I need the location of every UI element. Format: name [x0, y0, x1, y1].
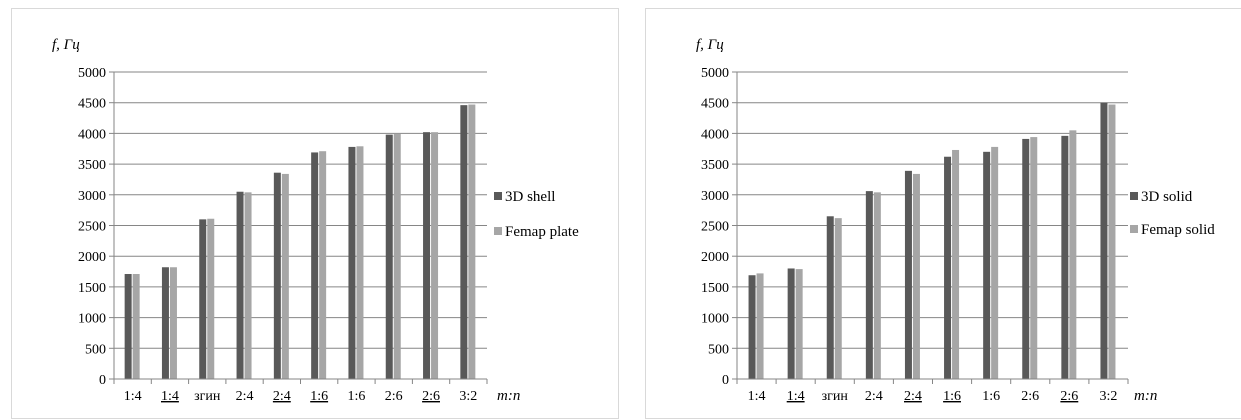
bar-1	[236, 191, 244, 379]
bar-1	[161, 267, 169, 379]
y-tick-label: 4500	[78, 97, 106, 112]
bar-2	[834, 218, 842, 379]
legend-swatch	[494, 192, 502, 200]
y-tick-label: 3500	[78, 158, 106, 173]
legend-label: 3D solid	[1141, 189, 1193, 205]
bar-1	[199, 219, 207, 379]
y-axis-label: f, Гц	[696, 37, 724, 53]
y-tick-label: 1500	[78, 281, 106, 296]
x-tick-label: 1:6	[943, 389, 961, 404]
bar-1	[983, 151, 991, 379]
x-tick-label: 2:4	[865, 389, 883, 404]
x-axis-label: m:n	[1134, 388, 1157, 404]
y-tick-label: 0	[99, 373, 106, 388]
y-tick-label: 4000	[78, 127, 106, 142]
bar-2	[1030, 137, 1038, 379]
bar-1	[273, 172, 281, 379]
y-tick-label: 2500	[701, 220, 729, 235]
legend-swatch	[1130, 192, 1138, 200]
x-tick-label: 2:4	[273, 389, 291, 404]
bar-1	[904, 170, 912, 379]
legend-label: 3D shell	[505, 189, 555, 205]
x-tick-label: 1:4	[124, 389, 142, 404]
bar-2	[393, 134, 401, 379]
y-tick-label: 4500	[701, 97, 729, 112]
bar-2	[319, 151, 327, 379]
x-tick-label: згин	[194, 389, 221, 404]
x-tick-label: 1:4	[748, 389, 766, 404]
y-tick-label: 5000	[701, 66, 729, 81]
chart-panel-left: f, Гц 0 500 1000 1500 2000 2500 3000 3500 4000 450…	[11, 8, 619, 419]
chart-left: f, Гц 0 500 1000 1500 2000 2500 3000 3500 4000 450…	[52, 37, 579, 404]
bar-1	[423, 132, 431, 379]
bar-1	[944, 156, 952, 379]
bar-1	[787, 268, 795, 379]
bar-1	[460, 105, 468, 379]
x-tick-label: 1:6	[348, 389, 366, 404]
x-tick-label: 2:4	[236, 389, 254, 404]
y-tick-label: 1000	[78, 312, 106, 327]
bar-2	[991, 146, 999, 379]
bar-1	[1061, 135, 1069, 379]
y-tick-label: 0	[722, 373, 729, 388]
bar-1	[348, 146, 356, 379]
x-tick-label: 1:6	[310, 389, 328, 404]
bar-2	[207, 218, 215, 379]
bar-2	[356, 146, 364, 379]
bar-2	[431, 132, 439, 379]
x-tick-label: 3:2	[459, 389, 477, 404]
bar-2	[1108, 104, 1116, 380]
x-tick-label: 2:4	[904, 389, 922, 404]
bar-2	[281, 173, 289, 379]
x-tick-label: 1:6	[982, 389, 1000, 404]
bar-1	[1022, 138, 1030, 379]
x-tick-label: 3:2	[1100, 389, 1118, 404]
x-tick-label: 2:6	[1021, 389, 1039, 404]
y-tick-label: 2500	[78, 220, 106, 235]
bar-2	[244, 192, 252, 379]
bar-1	[748, 275, 756, 379]
bar-2	[468, 104, 476, 380]
y-tick-label: 2000	[701, 250, 729, 265]
bar-1	[385, 134, 393, 379]
y-tick-label: 5000	[78, 66, 106, 81]
x-tick-label: 1:4	[161, 389, 179, 404]
bar-2	[132, 274, 140, 379]
y-axis-label: f, Гц	[52, 37, 80, 53]
y-tick-label: 3000	[701, 189, 729, 204]
bar-1	[865, 191, 873, 379]
y-tick-label: 500	[708, 342, 729, 357]
chart-panel-right: f, Гц 0 500 1000 1500 2000 2500 3000 3500 4000 450…	[645, 8, 1241, 419]
y-tick-label: 4000	[701, 127, 729, 142]
bar-1	[124, 274, 132, 379]
y-tick-label: 500	[85, 342, 106, 357]
bar-2	[756, 273, 764, 379]
x-tick-label: 2:6	[385, 389, 403, 404]
x-tick-label: 2:6	[422, 389, 440, 404]
y-tick-label: 3000	[78, 189, 106, 204]
chart-right: f, Гц 0 500 1000 1500 2000 2500 3000 3500 4000 450…	[696, 37, 1215, 404]
legend-swatch	[1130, 225, 1138, 233]
y-tick-label: 1000	[701, 312, 729, 327]
legend-label: Femap solid	[1141, 222, 1215, 238]
y-tick-label: 2000	[78, 250, 106, 265]
bar-2	[795, 269, 803, 379]
bar-1	[311, 152, 319, 379]
bar-2	[952, 149, 960, 379]
bar-2	[912, 173, 920, 379]
bar-2	[873, 192, 881, 379]
x-axis-label: m:n	[497, 388, 520, 404]
legend-label: Femap plate	[505, 224, 579, 240]
legend-swatch	[494, 227, 502, 235]
y-tick-label: 3500	[701, 158, 729, 173]
bar-2	[1069, 130, 1077, 379]
bar-2	[169, 267, 177, 379]
x-tick-label: 1:4	[787, 389, 805, 404]
bar-1	[826, 216, 834, 379]
bar-1	[1100, 102, 1108, 379]
y-tick-label: 1500	[701, 281, 729, 296]
x-tick-label: згин	[822, 389, 849, 404]
x-tick-label: 2:6	[1060, 389, 1078, 404]
